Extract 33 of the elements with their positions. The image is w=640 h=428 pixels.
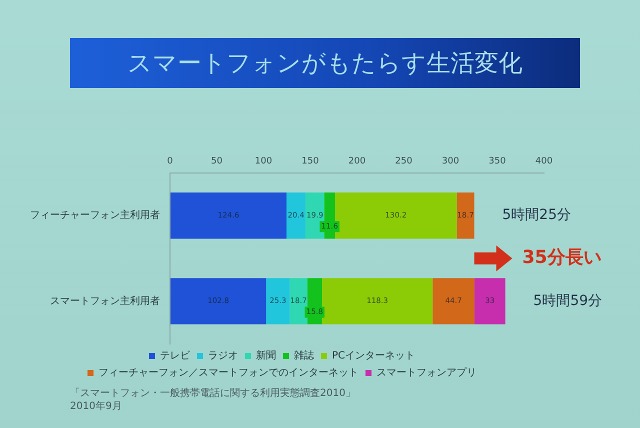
legend-label: PCインターネット bbox=[332, 350, 416, 362]
y-tick-label: フィーチャーフォン主利用者 bbox=[30, 209, 160, 222]
bar bbox=[432, 278, 474, 324]
chart-title: スマートフォンがもたらす生活変化 bbox=[128, 48, 522, 79]
legend-label: スマートフォンアプリ bbox=[376, 366, 476, 379]
total-label: 5時間59分 bbox=[533, 292, 602, 309]
legend-label: テレビ bbox=[160, 350, 191, 362]
text: 2010年9月 bbox=[70, 400, 122, 412]
bar bbox=[266, 278, 290, 324]
x-tick-label: 400 bbox=[535, 156, 553, 167]
legend-label: ラジオ bbox=[208, 350, 238, 362]
annotation: 35分長い bbox=[522, 247, 602, 268]
x-tick-label: 150 bbox=[302, 156, 320, 167]
bar bbox=[474, 278, 506, 324]
bar bbox=[322, 278, 433, 324]
bar bbox=[286, 192, 306, 239]
legend-label: 新聞 bbox=[256, 350, 276, 362]
x-tick-label: 350 bbox=[488, 156, 506, 167]
bar bbox=[290, 278, 308, 324]
text: 「スマートフォン・一般携帯電話に関する利用実態調査2010」 bbox=[70, 387, 356, 399]
bar bbox=[170, 278, 266, 324]
x-tick-label: 0 bbox=[167, 156, 174, 167]
bar bbox=[456, 192, 474, 239]
legend-label: 雑誌 bbox=[294, 350, 314, 362]
x-tick-label: 300 bbox=[442, 156, 460, 167]
x-tick-label: 50 bbox=[211, 156, 223, 167]
bar bbox=[170, 192, 286, 239]
y-tick-label: スマートフォン主利用者 bbox=[50, 294, 160, 307]
total-label: 5時間25分 bbox=[502, 207, 571, 224]
x-tick-label: 250 bbox=[395, 156, 413, 167]
legend-label: フィーチャーフォン／スマートフォンでのインターネット bbox=[98, 368, 358, 379]
x-tick-label: 100 bbox=[254, 156, 272, 167]
x-tick-label: 200 bbox=[348, 156, 366, 167]
